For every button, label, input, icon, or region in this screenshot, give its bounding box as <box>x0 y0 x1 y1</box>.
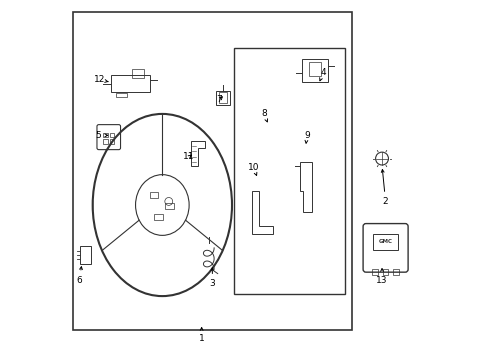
Bar <box>219 93 226 103</box>
Bar <box>149 192 158 198</box>
Text: 7: 7 <box>216 95 222 104</box>
Bar <box>371 269 377 275</box>
Text: 12: 12 <box>94 76 108 85</box>
Text: 9: 9 <box>304 131 309 143</box>
Text: GMC: GMC <box>378 239 392 244</box>
Bar <box>73 12 351 330</box>
Bar <box>110 139 114 144</box>
Text: 6: 6 <box>77 267 82 284</box>
Text: 3: 3 <box>209 268 215 288</box>
Bar <box>216 91 230 105</box>
Bar <box>233 48 344 294</box>
Bar <box>80 246 91 264</box>
Text: 11: 11 <box>183 152 195 161</box>
Text: 13: 13 <box>375 269 387 284</box>
Bar <box>110 75 149 93</box>
Text: 5: 5 <box>95 131 107 140</box>
Text: 1: 1 <box>198 328 204 343</box>
Bar <box>165 203 173 209</box>
Text: 4: 4 <box>319 68 325 81</box>
Bar <box>103 139 107 144</box>
Text: 2: 2 <box>381 170 387 206</box>
Bar <box>116 93 126 97</box>
Bar <box>393 269 398 275</box>
Bar <box>154 214 163 220</box>
Bar <box>382 269 387 275</box>
Text: 10: 10 <box>247 163 259 175</box>
Text: 8: 8 <box>261 109 267 122</box>
Bar <box>132 69 144 78</box>
Bar <box>308 62 321 76</box>
Bar <box>372 234 397 249</box>
Bar <box>110 133 114 137</box>
Bar <box>301 59 328 82</box>
Bar <box>103 133 107 137</box>
